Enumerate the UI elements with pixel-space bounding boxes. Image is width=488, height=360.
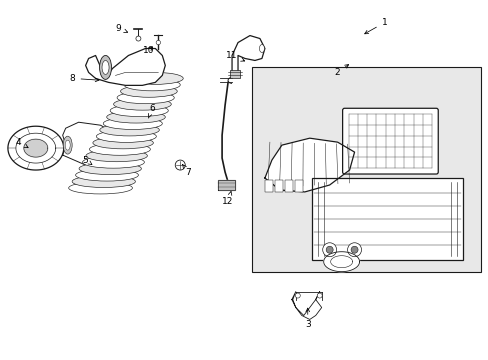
Ellipse shape [113,98,171,110]
Ellipse shape [325,246,332,253]
Ellipse shape [106,111,165,123]
Ellipse shape [121,85,177,97]
Text: 5: 5 [82,156,92,165]
Polygon shape [16,133,56,163]
Text: 12: 12 [222,192,233,206]
Bar [251,67,480,272]
Polygon shape [218,180,235,190]
Ellipse shape [322,243,336,257]
Ellipse shape [127,72,183,84]
Polygon shape [323,252,359,272]
Text: 4: 4 [16,138,28,148]
Circle shape [317,293,322,298]
Ellipse shape [259,45,264,53]
Circle shape [175,160,185,170]
Polygon shape [232,36,264,72]
Text: 8: 8 [70,74,99,83]
Ellipse shape [76,169,138,181]
Bar [274,180,282,192]
Ellipse shape [117,92,174,104]
Text: 6: 6 [148,104,155,118]
Ellipse shape [82,156,144,168]
Polygon shape [24,139,48,157]
Text: 9: 9 [115,24,127,33]
Text: 7: 7 [182,165,191,176]
Ellipse shape [100,124,159,136]
Bar [294,180,302,192]
Text: 3: 3 [304,308,310,329]
Ellipse shape [72,176,135,188]
Ellipse shape [110,105,168,117]
Circle shape [295,293,300,298]
FancyBboxPatch shape [107,137,125,151]
Bar [229,71,240,78]
Polygon shape [291,292,321,319]
Ellipse shape [347,243,361,257]
Ellipse shape [68,182,132,194]
Ellipse shape [86,150,147,162]
Text: 11: 11 [226,51,244,61]
Polygon shape [62,122,115,165]
Ellipse shape [93,137,153,149]
Circle shape [136,36,141,41]
Polygon shape [8,126,63,170]
Text: 1: 1 [364,18,386,34]
Ellipse shape [124,79,180,91]
Circle shape [156,40,160,45]
Ellipse shape [63,136,72,154]
Bar [264,180,272,192]
Polygon shape [264,138,354,192]
Ellipse shape [79,163,141,175]
Polygon shape [85,49,165,85]
Ellipse shape [100,55,111,80]
FancyBboxPatch shape [342,108,437,174]
Ellipse shape [350,246,357,253]
Text: 2: 2 [334,64,348,77]
Ellipse shape [96,130,156,143]
Text: 10: 10 [142,46,154,55]
Ellipse shape [102,60,109,75]
Polygon shape [330,256,352,267]
Ellipse shape [65,140,70,150]
Bar [285,180,292,192]
Bar [311,178,462,260]
Ellipse shape [89,143,150,155]
Ellipse shape [103,117,162,130]
